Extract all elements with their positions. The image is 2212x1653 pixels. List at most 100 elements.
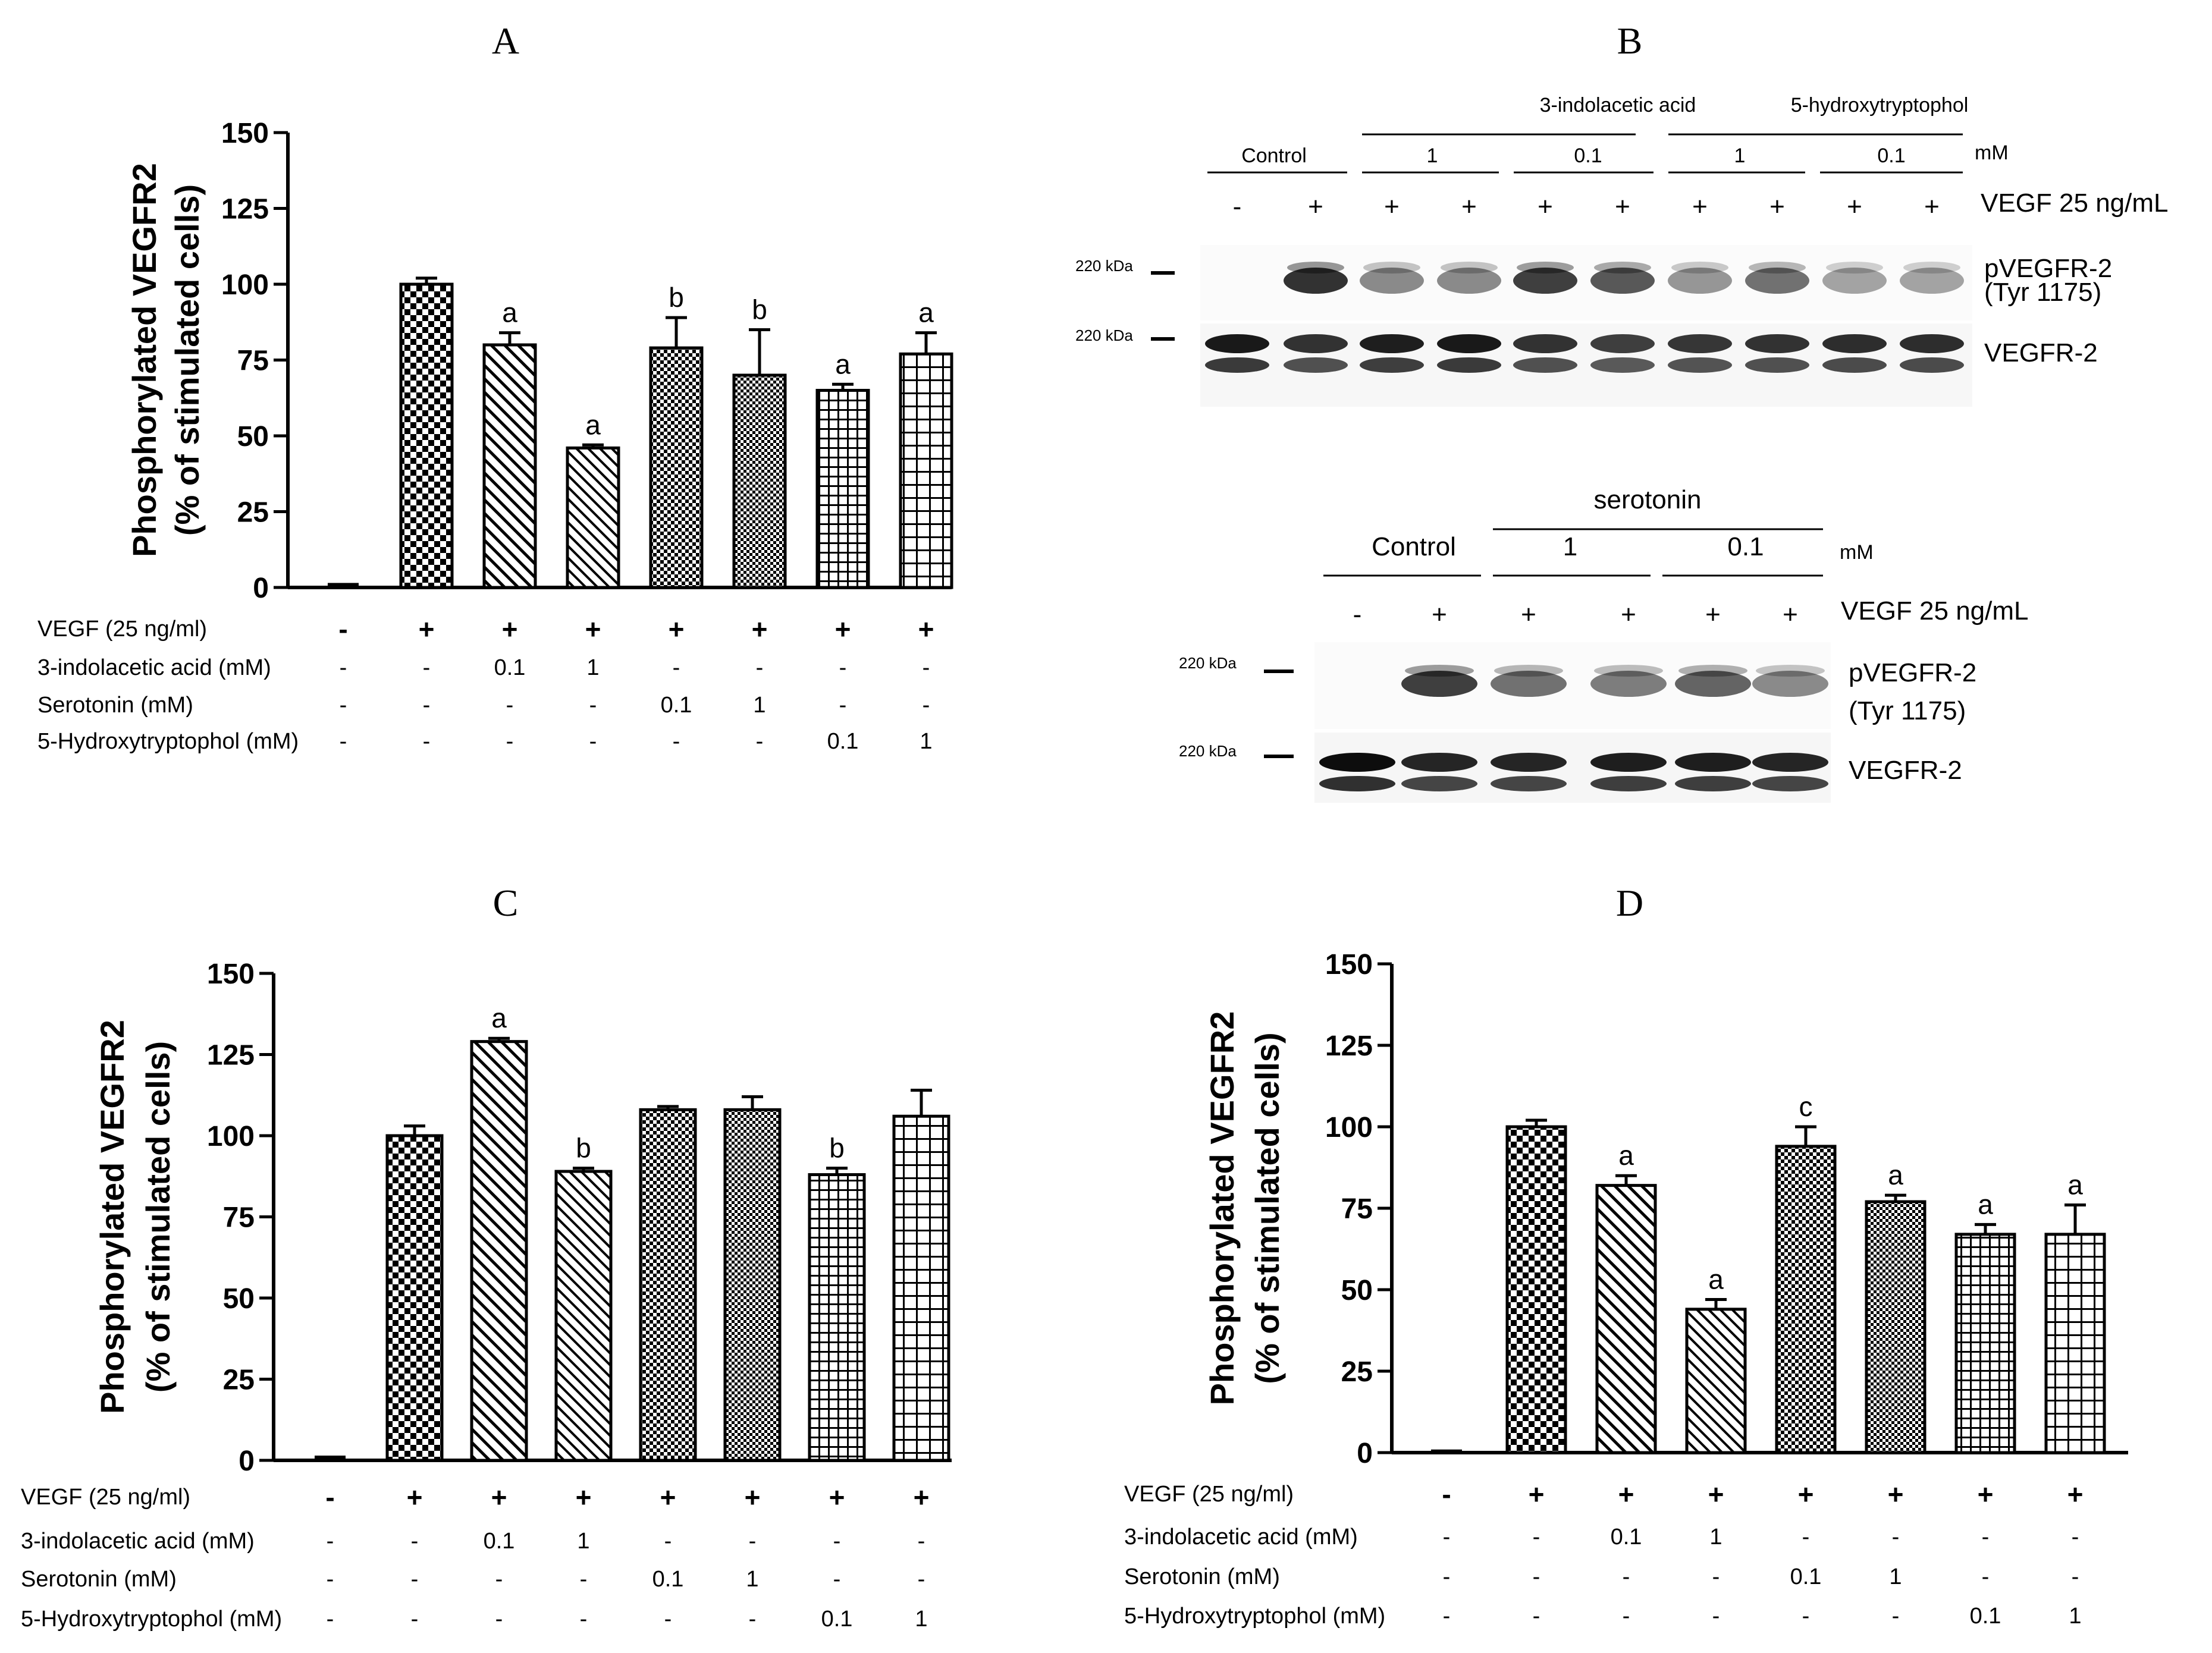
pvegfr-band bbox=[1590, 671, 1667, 697]
vegfr-band-lower bbox=[1752, 776, 1828, 791]
bar bbox=[1505, 1125, 1567, 1454]
blot1-vegf-label: VEGF 25 ng/mL bbox=[1981, 188, 2168, 218]
condition-label: Serotonin (mM) bbox=[1124, 1564, 1280, 1589]
vegfr-band-lower bbox=[1360, 357, 1424, 373]
bar bbox=[808, 1173, 866, 1462]
pvegfr-band-upper bbox=[1594, 262, 1651, 274]
condition-value: - bbox=[589, 693, 597, 718]
significance-letter: a bbox=[585, 409, 601, 440]
condition-value: 0.1 bbox=[652, 1567, 684, 1592]
condition-value: + bbox=[502, 614, 518, 645]
y-tick-label: 125 bbox=[207, 1040, 255, 1071]
condition-value: - bbox=[673, 655, 680, 680]
condition-value: - bbox=[833, 1529, 841, 1554]
condition-label: 5-Hydroxytryptophol (mM) bbox=[21, 1607, 282, 1632]
pvegfr-band-upper bbox=[1903, 262, 1960, 274]
blot-sign: + bbox=[1705, 600, 1721, 629]
blot2-signs-row: - + + + + + bbox=[1353, 600, 1798, 629]
blot-sign: + bbox=[1432, 600, 1447, 629]
pvegfr-band-upper bbox=[1594, 665, 1663, 677]
bar-chart-c: 0 25 50 75 100 125 150 Phosphorylated VEGFR2 (% … bbox=[21, 959, 952, 1632]
significance-letter: a bbox=[2067, 1170, 2083, 1201]
condition-value: - bbox=[664, 1607, 672, 1632]
pvegfr-band bbox=[1900, 268, 1964, 294]
vegfr-band bbox=[1752, 753, 1828, 772]
y-tick-label: 50 bbox=[237, 421, 269, 452]
y-axis-label-line2: (% of stimulated cells) bbox=[139, 1041, 177, 1393]
condition-value: - bbox=[756, 655, 764, 680]
y-tick-label: 125 bbox=[221, 194, 269, 225]
blot1-kda-top: 220 kDa bbox=[1075, 257, 1133, 275]
pvegfr-band-upper bbox=[1441, 262, 1498, 274]
vegfr-band bbox=[1284, 334, 1348, 353]
y-tick-label: 0 bbox=[1357, 1438, 1373, 1469]
condition-value: + bbox=[1618, 1479, 1634, 1510]
bar bbox=[815, 389, 870, 589]
significance-letter: b bbox=[576, 1133, 591, 1164]
blot1-conc-1: 1 bbox=[1427, 144, 1438, 167]
condition-label: VEGF (25 ng/ml) bbox=[21, 1485, 190, 1510]
condition-value: + bbox=[1708, 1479, 1724, 1510]
condition-value: - bbox=[1533, 1525, 1540, 1550]
vegfr-band-lower bbox=[1668, 357, 1732, 373]
blot2-control-label: Control bbox=[1372, 532, 1456, 561]
condition-value: - bbox=[1712, 1564, 1720, 1589]
condition-value: 0.1 bbox=[827, 729, 859, 754]
condition-value: 0.1 bbox=[1611, 1525, 1642, 1550]
y-axis-label-line2: (% of stimulated cells) bbox=[1248, 1032, 1286, 1384]
condition-value: - bbox=[1443, 1604, 1451, 1629]
y-tick-label: 50 bbox=[1341, 1275, 1373, 1306]
condition-value: - bbox=[918, 1567, 925, 1592]
y-tick-label: 125 bbox=[1325, 1030, 1373, 1062]
blot2-vegfr-strip bbox=[1314, 733, 1831, 803]
bar bbox=[1595, 1184, 1657, 1454]
bar bbox=[899, 352, 953, 589]
y-tick-label: 50 bbox=[223, 1283, 255, 1315]
pvegfr-band bbox=[1745, 268, 1809, 294]
condition-value: - bbox=[923, 693, 930, 718]
condition-label: 3-indolacetic acid (mM) bbox=[37, 655, 271, 680]
y-tick-label: 100 bbox=[207, 1121, 255, 1152]
y-tick-label: 75 bbox=[1341, 1193, 1373, 1225]
condition-value: - bbox=[1802, 1604, 1810, 1629]
blot1-group-iaa: 3-indolacetic acid bbox=[1540, 94, 1696, 117]
condition-label: VEGF (25 ng/ml) bbox=[1124, 1482, 1294, 1507]
condition-value: - bbox=[1623, 1604, 1630, 1629]
significance-letter: a bbox=[918, 297, 934, 328]
condition-value: - bbox=[1443, 1564, 1451, 1589]
bar bbox=[554, 1170, 613, 1462]
condition-value: - bbox=[918, 1529, 925, 1554]
condition-value: + bbox=[835, 614, 851, 645]
condition-value: 0.1 bbox=[494, 655, 526, 680]
significance-letter: a bbox=[1618, 1140, 1634, 1171]
condition-value: + bbox=[1888, 1479, 1904, 1510]
pvegfr-band bbox=[1491, 671, 1567, 697]
condition-value: - bbox=[580, 1567, 588, 1592]
bar bbox=[649, 346, 704, 589]
vegfr-band-lower bbox=[1675, 776, 1751, 791]
significance-letter: b bbox=[669, 282, 684, 313]
condition-value: + bbox=[914, 1482, 930, 1513]
vegfr-band-lower bbox=[1401, 776, 1477, 791]
pvegfr-band-upper bbox=[1287, 262, 1344, 274]
y-axis-label-line1: Phosphorylated VEGFR2 bbox=[1203, 1011, 1241, 1406]
condition-value: - bbox=[664, 1529, 672, 1554]
condition-value: - bbox=[1802, 1525, 1810, 1550]
condition-value: 0.1 bbox=[484, 1529, 515, 1554]
pvegfr-band bbox=[1822, 268, 1887, 294]
blot2-group-serotonin: serotonin bbox=[1593, 485, 1701, 514]
blot1-signs-row: - + + + + + + + + + bbox=[1233, 192, 1940, 221]
blot-sign: - bbox=[1233, 192, 1242, 221]
condition-value: - bbox=[839, 655, 847, 680]
pvegfr-band bbox=[1401, 671, 1477, 697]
vegfr-band bbox=[1360, 334, 1424, 353]
vegfr-band-lower bbox=[1513, 357, 1577, 373]
blot-sign: + bbox=[1847, 192, 1862, 221]
condition-label: 3-indolacetic acid (mM) bbox=[1124, 1525, 1358, 1550]
significance-letter: a bbox=[491, 1003, 507, 1033]
blot1-unit: mM bbox=[1975, 142, 2009, 164]
condition-label: 3-indolacetic acid (mM) bbox=[21, 1529, 255, 1554]
y-tick-label: 0 bbox=[239, 1445, 255, 1477]
y-tick-label: 100 bbox=[1325, 1112, 1373, 1143]
